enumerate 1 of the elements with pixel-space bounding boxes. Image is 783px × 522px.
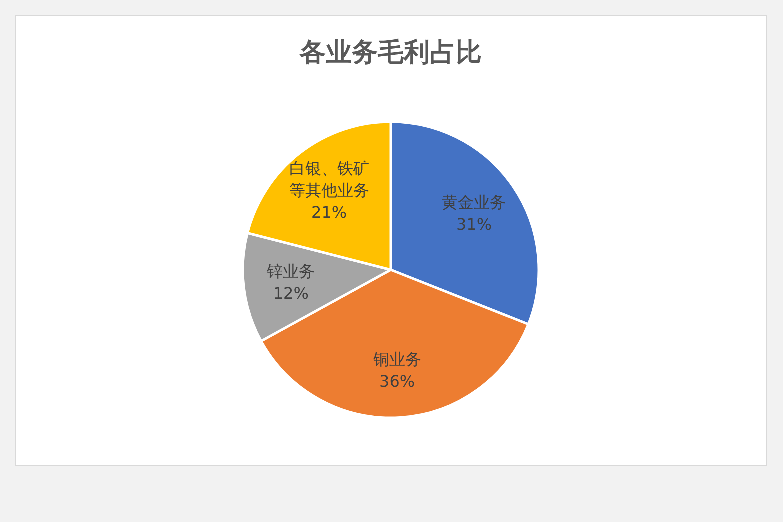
chart-title: 各业务毛利占比 bbox=[299, 38, 482, 68]
